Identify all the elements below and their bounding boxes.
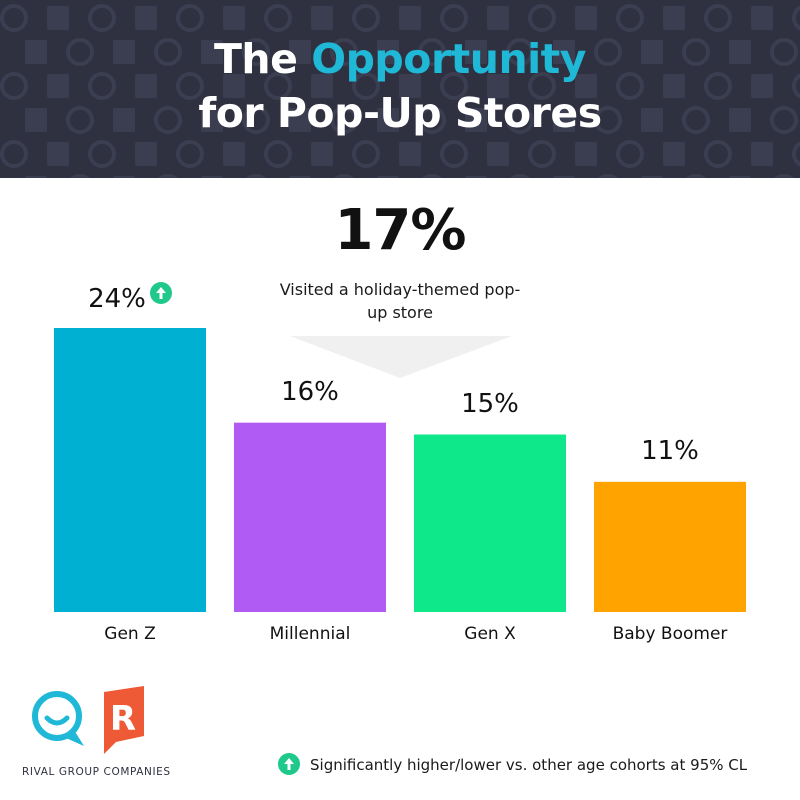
- logo-pattern-background: [0, 4, 800, 178]
- company-logo: R: [32, 686, 144, 754]
- headline-callout-arrow: [290, 336, 512, 378]
- value-label: 24%: [50, 282, 210, 314]
- bar-gen-z: [54, 328, 206, 612]
- header-banner: The Opportunity for Pop-Up Stores: [0, 0, 800, 178]
- category-label: Gen X: [464, 624, 516, 644]
- page-title: The Opportunity for Pop-Up Stores: [0, 32, 800, 140]
- category-label: Gen Z: [104, 624, 156, 644]
- r-flag-logo-icon: R: [104, 686, 144, 754]
- up-arrow-icon: [149, 282, 172, 304]
- significance-legend: Significantly higher/lower vs. other age…: [278, 752, 747, 778]
- value-label: 16%: [230, 377, 390, 407]
- title-line2: for Pop-Up Stores: [198, 89, 602, 137]
- headline-description: Visited a holiday-themed pop-up store: [279, 280, 521, 322]
- value-label-text: 24%: [88, 284, 146, 314]
- up-arrow-icon: [278, 753, 300, 775]
- value-label: 11%: [590, 436, 750, 466]
- value-label-text: 15%: [461, 388, 519, 419]
- value-label-text: 16%: [281, 376, 339, 407]
- category-label: Baby Boomer: [612, 624, 728, 644]
- bar-baby-boomer: [594, 481, 746, 612]
- bar-gen-x: [414, 434, 566, 612]
- value-label-text: 11%: [641, 435, 699, 466]
- svg-text:R: R: [110, 699, 136, 739]
- chat-bubble-logo-icon: [32, 691, 84, 746]
- title-part1: The: [213, 35, 312, 83]
- category-label: Millennial: [269, 624, 351, 644]
- bar-millennial: [234, 422, 386, 612]
- legend-text: Significantly higher/lower vs. other age…: [310, 756, 748, 774]
- value-label: 15%: [410, 389, 570, 419]
- title-accent: Opportunity: [311, 35, 587, 83]
- bar-chart: [54, 328, 746, 612]
- brand-name: RIVAL GROUP COMPANIES: [22, 766, 171, 778]
- headline-value: 17%: [334, 198, 466, 263]
